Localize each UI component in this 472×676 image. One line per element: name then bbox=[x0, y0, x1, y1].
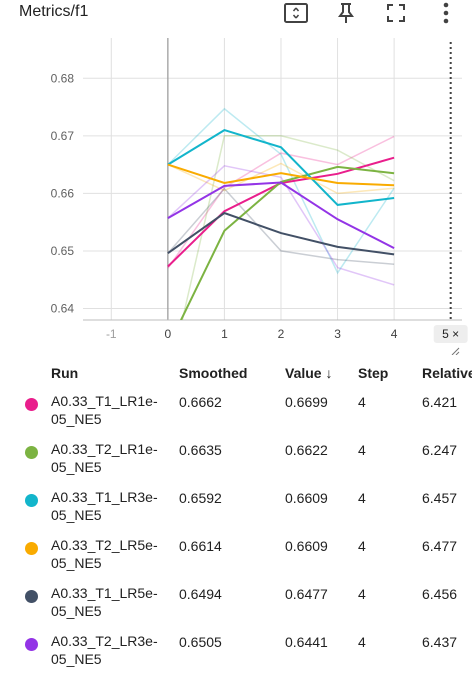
table-body: A0.33_T1_LR1e-05_NE5 0.6662 0.6699 4 6.421 A0… bbox=[0, 388, 472, 676]
step-marker-badge-label: 5 × bbox=[442, 327, 459, 341]
table-row[interactable]: A0.33_T1_LR1e-05_NE5 0.6662 0.6699 4 6.421 bbox=[0, 388, 472, 436]
x-tick-label: 1 bbox=[221, 327, 228, 341]
resize-handle-icon bbox=[451, 347, 460, 355]
run-color-swatch bbox=[25, 398, 38, 411]
run-name: A0.33_T2_LR3e-05_NE5 bbox=[51, 633, 158, 667]
column-header-run[interactable]: Run bbox=[51, 365, 79, 381]
step-value: 4 bbox=[358, 490, 366, 506]
smoothed-value: 0.6635 bbox=[179, 442, 222, 458]
raw-series-line[interactable] bbox=[168, 135, 395, 355]
smoothed-series-line[interactable] bbox=[167, 129, 395, 206]
relative-value: 6.457 bbox=[422, 490, 458, 506]
column-header-step[interactable]: Step bbox=[358, 365, 389, 381]
x-tick-label: 4 bbox=[391, 327, 398, 341]
column-header-value-label: Value bbox=[285, 365, 322, 381]
step-value: 4 bbox=[358, 394, 366, 410]
run-name: A0.33_T2_LR1e-05_NE5 bbox=[51, 441, 158, 475]
y-tick-label: 0.65 bbox=[51, 244, 75, 258]
series-group bbox=[167, 107, 395, 355]
raw-value: 0.6609 bbox=[285, 538, 328, 554]
raw-value: 0.6609 bbox=[285, 490, 328, 506]
relative-value: 6.421 bbox=[422, 394, 458, 410]
relative-value: 6.477 bbox=[422, 538, 458, 554]
raw-series-line[interactable] bbox=[167, 187, 395, 265]
smoothed-value: 0.6592 bbox=[179, 490, 222, 506]
table-header-row: Run Smoothed Value ↓ Step Relative bbox=[0, 358, 472, 388]
run-color-swatch bbox=[25, 446, 38, 459]
x-tick-label: 2 bbox=[278, 327, 285, 341]
table-row[interactable]: A0.33_T2_LR1e-05_NE5 0.6635 0.6622 4 6.247 bbox=[0, 436, 472, 484]
smoothed-series-line[interactable] bbox=[167, 181, 395, 249]
smoothed-series-line[interactable] bbox=[167, 211, 395, 256]
run-name: A0.33_T1_LR3e-05_NE5 bbox=[51, 489, 158, 523]
fullscreen-button[interactable] bbox=[381, 0, 411, 26]
run-color-swatch bbox=[25, 542, 38, 555]
run-color-swatch bbox=[25, 638, 38, 651]
x-tick-label: 3 bbox=[334, 327, 341, 341]
step-value: 4 bbox=[358, 634, 366, 650]
raw-value: 0.6477 bbox=[285, 586, 328, 602]
smoothed-value: 0.6662 bbox=[179, 394, 222, 410]
relative-value: 6.247 bbox=[422, 442, 458, 458]
step-marker-badge bbox=[433, 325, 468, 343]
raw-series-line[interactable] bbox=[167, 107, 395, 275]
run-name: A0.33_T1_LR1e-05_NE5 bbox=[51, 393, 158, 427]
table-row[interactable]: A0.33_T2_LR3e-05_NE5 0.6505 0.6441 4 6.437 bbox=[0, 628, 472, 676]
more-vert-icon bbox=[443, 2, 449, 24]
column-header-value[interactable]: Value ↓ bbox=[285, 365, 332, 381]
step-value: 4 bbox=[358, 586, 366, 602]
x-tick-label: 0 bbox=[165, 327, 172, 341]
run-name: A0.33_T1_LR5e-05_NE5 bbox=[51, 585, 158, 619]
smoothed-series-line[interactable] bbox=[167, 163, 395, 187]
sort-descending-icon: ↓ bbox=[325, 365, 333, 381]
table-row[interactable]: A0.33_T2_LR5e-05_NE5 0.6614 0.6609 4 6.477 bbox=[0, 532, 472, 580]
card-header: Metrics/f1 bbox=[0, 0, 472, 26]
raw-series-line[interactable] bbox=[167, 164, 395, 286]
y-tick-label: 0.64 bbox=[51, 301, 75, 315]
fit-screen-icon bbox=[283, 2, 309, 24]
smoothed-value: 0.6614 bbox=[179, 538, 222, 554]
runs-table: Run Smoothed Value ↓ Step Relative A0.33… bbox=[0, 358, 472, 676]
y-tick-label: 0.66 bbox=[51, 186, 75, 200]
raw-value: 0.6441 bbox=[285, 634, 328, 650]
column-header-smoothed[interactable]: Smoothed bbox=[179, 365, 248, 381]
pin-icon bbox=[337, 2, 355, 24]
more-options-button[interactable] bbox=[431, 0, 461, 26]
fit-domain-button[interactable] bbox=[281, 0, 311, 26]
step-value: 4 bbox=[358, 538, 366, 554]
fullscreen-icon bbox=[387, 4, 405, 22]
chart-title: Metrics/f1 bbox=[19, 3, 89, 20]
raw-value: 0.6622 bbox=[285, 442, 328, 458]
y-tick-label: 0.67 bbox=[51, 129, 75, 143]
relative-value: 6.437 bbox=[422, 634, 458, 650]
raw-series-line[interactable] bbox=[167, 135, 395, 269]
raw-series-line[interactable] bbox=[167, 162, 395, 195]
line-chart[interactable]: 0.64 0.65 0.66 0.67 0.68 -1 0 1 2 3 4 5 × bbox=[0, 30, 472, 355]
smoothed-value: 0.6494 bbox=[179, 586, 222, 602]
run-name: A0.33_T2_LR5e-05_NE5 bbox=[51, 537, 158, 571]
step-value: 4 bbox=[358, 442, 366, 458]
table-row[interactable]: A0.33_T1_LR3e-05_NE5 0.6592 0.6609 4 6.457 bbox=[0, 484, 472, 532]
relative-value: 6.456 bbox=[422, 586, 458, 602]
x-tick-label: -1 bbox=[106, 327, 117, 341]
run-color-swatch bbox=[25, 590, 38, 603]
y-tick-label: 0.68 bbox=[51, 71, 75, 85]
column-header-relative[interactable]: Relative bbox=[422, 365, 472, 381]
table-row[interactable]: A0.33_T1_LR5e-05_NE5 0.6494 0.6477 4 6.456 bbox=[0, 580, 472, 628]
raw-value: 0.6699 bbox=[285, 394, 328, 410]
pin-button[interactable] bbox=[331, 0, 361, 26]
smoothed-value: 0.6505 bbox=[179, 634, 222, 650]
run-color-swatch bbox=[25, 494, 38, 507]
